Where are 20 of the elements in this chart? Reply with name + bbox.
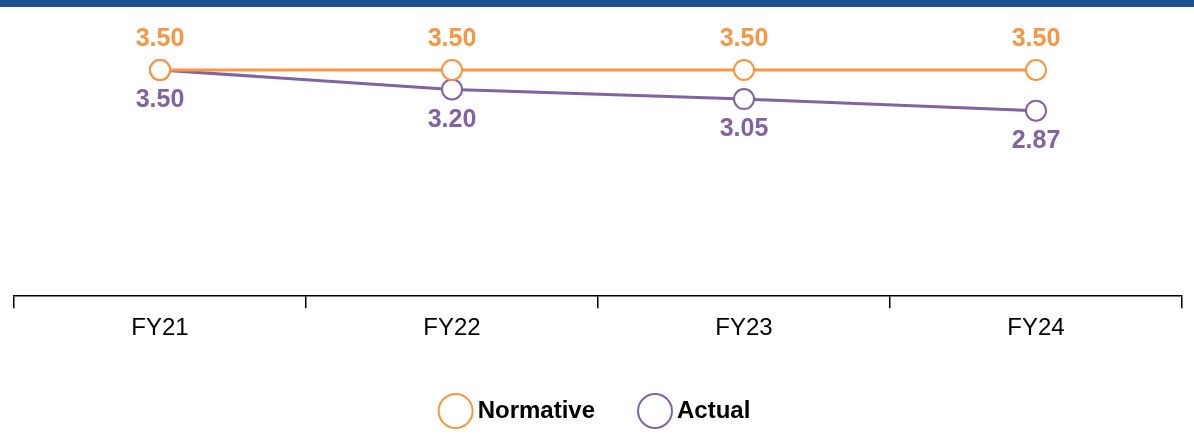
data-label: 3.50 [719,23,769,52]
data-label: 3.50 [135,84,185,113]
point [733,59,755,81]
data-label: 3.50 [1011,23,1061,52]
data-label: 3.20 [427,103,477,132]
point [441,78,463,101]
data-label: 3.50 [135,23,185,52]
x-tick-label: FY24 [1007,313,1065,341]
x-tick-label: FY23 [715,313,773,341]
legend-label: Normative [477,395,596,423]
legend-label: Actual [677,395,751,423]
x-tick-label: FY22 [423,313,481,341]
data-label: 3.05 [719,113,769,142]
data-label: 3.50 [427,23,477,52]
point [1025,59,1047,81]
point [441,59,463,81]
data-label: 2.87 [1011,125,1061,154]
x-tick-label: FY21 [131,313,189,341]
point [733,88,755,111]
point [1025,99,1047,122]
